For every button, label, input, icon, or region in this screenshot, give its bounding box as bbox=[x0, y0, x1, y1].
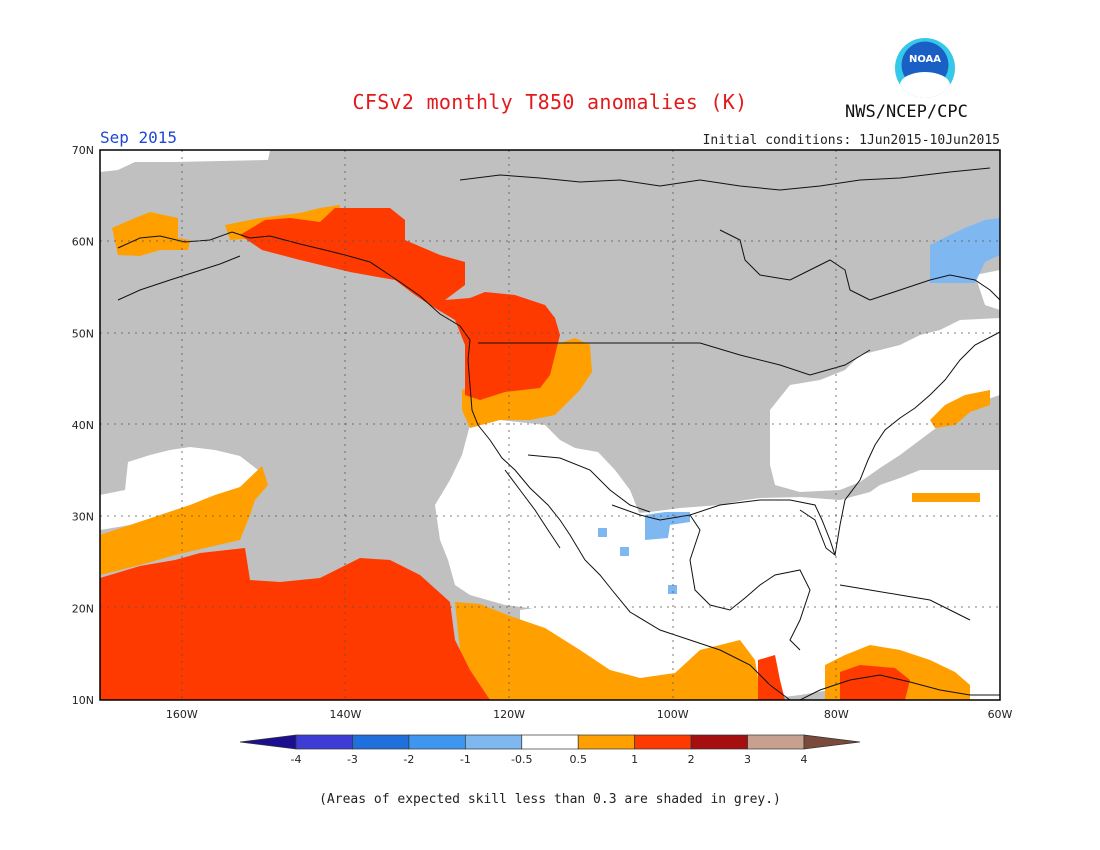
coastline-labrador bbox=[869, 274, 1000, 301]
legend-swatch bbox=[295, 734, 353, 750]
cool-region-labrador bbox=[930, 218, 1000, 283]
strong-warm-region-alaska bbox=[240, 208, 560, 400]
latitude-labels: 70N 60N 50N 40N 30N 20N 10N bbox=[72, 144, 94, 707]
warm-region-atlantic-40n bbox=[930, 390, 990, 428]
color-legend-labels: -4 -3 -2 -1 -0.5 0.5 1 2 3 4 bbox=[291, 753, 808, 766]
footnote: (Areas of expected skill less than 0.3 a… bbox=[319, 792, 781, 807]
cool-region-mexico-cell-c bbox=[668, 585, 677, 594]
legend-swatch bbox=[521, 734, 579, 750]
latitude-label: 30N bbox=[72, 511, 94, 524]
coastline-us-gulf-florida bbox=[689, 499, 836, 557]
legend-swatch bbox=[690, 734, 748, 750]
longitude-label: 100W bbox=[657, 708, 689, 721]
strong-warm-region-central-america bbox=[758, 655, 785, 700]
longitude-label: 60W bbox=[988, 708, 1013, 721]
warm-region-atlantic-32n bbox=[912, 493, 980, 502]
coastline-hudson-bay bbox=[719, 229, 871, 301]
coastline-baja bbox=[504, 469, 561, 549]
agency-label: NWS/NCEP/CPC bbox=[845, 102, 968, 122]
strong-warm-region-colombia bbox=[840, 665, 910, 700]
latitude-label: 50N bbox=[72, 327, 94, 340]
longitude-label: 140W bbox=[330, 708, 362, 721]
legend-tick-label: -4 bbox=[291, 753, 302, 766]
warm-region-subtropical-pacific bbox=[100, 466, 268, 575]
legend-swatch bbox=[747, 734, 805, 750]
legend-tick-label: 0.5 bbox=[569, 753, 587, 766]
neutral-region-north-pacific bbox=[100, 150, 270, 172]
longitude-label: 160W bbox=[166, 708, 198, 721]
legend-swatch bbox=[352, 734, 410, 750]
coastline-aleutians bbox=[117, 255, 241, 301]
latitude-label: 60N bbox=[72, 236, 94, 249]
latitude-label: 40N bbox=[72, 419, 94, 432]
longitude-label: 120W bbox=[493, 708, 525, 721]
cool-region-mexico-cell-b bbox=[620, 547, 629, 556]
coastline-pacific-mexico bbox=[477, 424, 791, 700]
legend-tick-label: -0.5 bbox=[511, 753, 532, 766]
neutral-region-us-east bbox=[770, 318, 1000, 492]
legend-swatch bbox=[408, 734, 466, 750]
legend-tick-label: 1 bbox=[631, 753, 638, 766]
map-frame bbox=[99, 149, 1001, 701]
chart-title: CFSv2 monthly T850 anomalies (K) bbox=[352, 90, 748, 114]
coastline-caribbean bbox=[839, 584, 971, 621]
strong-warm-region-hawaii bbox=[100, 548, 490, 700]
anomaly-field bbox=[100, 150, 1000, 700]
neutral-region-labrador bbox=[975, 270, 1000, 310]
border-us-mexico bbox=[527, 454, 651, 513]
latitude-label: 70N bbox=[72, 144, 94, 157]
legend-max-arrow bbox=[803, 734, 861, 750]
color-legend bbox=[239, 734, 861, 750]
legend-tick-label: -3 bbox=[347, 753, 358, 766]
strong-warm-anomaly-regions bbox=[100, 208, 910, 700]
neutral-region-baja bbox=[435, 420, 640, 610]
legend-swatch bbox=[577, 734, 636, 750]
legend-min-arrow bbox=[239, 734, 297, 750]
neutral-region-central-pacific bbox=[100, 447, 258, 530]
longitude-labels: 160W 140W 120W 100W 80W 60W bbox=[166, 708, 1013, 721]
initial-conditions-label: Initial conditions: 1Jun2015-10Jun2015 bbox=[702, 133, 1000, 148]
logo-text: NOAA bbox=[908, 54, 942, 65]
legend-swatch bbox=[464, 734, 523, 750]
graticule bbox=[100, 150, 1000, 700]
latitude-label: 10N bbox=[72, 694, 94, 707]
coastline-arctic-canada bbox=[459, 167, 991, 191]
warm-region-east-pacific bbox=[455, 602, 760, 700]
coastline-south-america bbox=[799, 674, 1000, 700]
legend-swatch bbox=[634, 734, 692, 750]
latitude-label: 20N bbox=[72, 602, 94, 615]
valid-month-label: Sep 2015 bbox=[100, 128, 178, 147]
border-us-canada bbox=[478, 342, 871, 376]
legend-tick-label: 3 bbox=[744, 753, 751, 766]
longitude-label: 80W bbox=[824, 708, 849, 721]
warm-region-bering bbox=[112, 212, 190, 256]
neutral-region-gulf-caribbean bbox=[600, 470, 1000, 700]
legend-tick-label: 4 bbox=[801, 753, 808, 766]
coastline-gulf-mexico bbox=[611, 504, 811, 651]
legend-tick-label: -1 bbox=[460, 753, 471, 766]
legend-tick-label: 2 bbox=[688, 753, 695, 766]
logo-gull-shape bbox=[900, 72, 950, 98]
legend-tick-label: -2 bbox=[403, 753, 414, 766]
cool-region-mexico-cell-a bbox=[598, 528, 607, 537]
noaa-logo-icon: NOAA bbox=[895, 38, 955, 98]
